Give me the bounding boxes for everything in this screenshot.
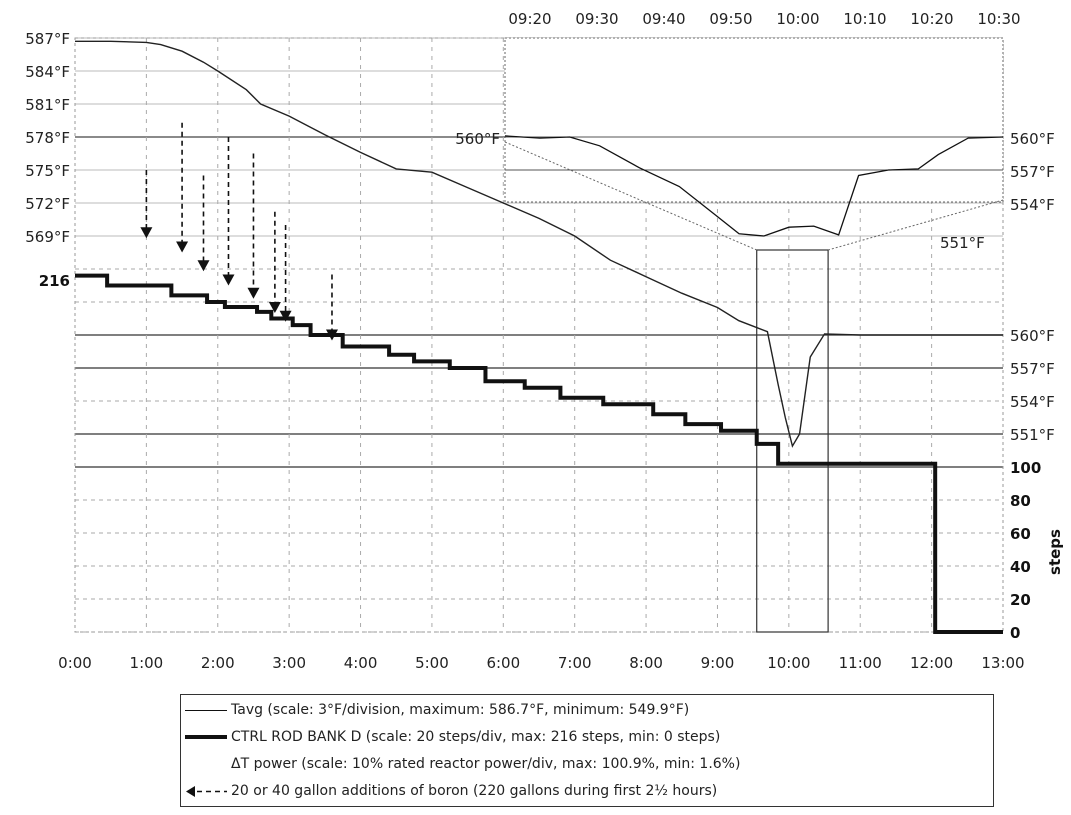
tavg-lower-tick-label: 551°F [1010,426,1055,444]
inset-time-label: 09:50 [709,10,752,28]
x-tick-label: 7:00 [558,654,592,672]
inset-frame [504,37,1004,203]
legend-dt-text: ΔT power (scale: 10% rated reactor power… [231,756,741,772]
boron-arrow-head [140,227,153,239]
inset-time-label: 10:10 [843,10,886,28]
inset-left-label: 560°F [455,130,500,148]
series-lines [75,40,1003,634]
steps-tick-label: 20 [1010,591,1031,609]
x-tick-label: 3:00 [272,654,306,672]
inset-time-label: 09:20 [508,10,551,28]
steps-tick-label: 100 [1010,459,1041,477]
inset-zoom [504,37,1004,633]
boron-arrow-head [268,302,281,313]
steps-tick-label: 0 [1010,624,1020,642]
legend-tavg-text: Tavg (scale: 3°F/division, maximum: 586.… [231,702,690,718]
inset-time-label: 09:30 [575,10,618,28]
x-tick-label: 6:00 [486,654,520,672]
tavg-tick-label: 578°F [25,129,70,147]
steps-tick-label: 80 [1010,492,1031,510]
axis-labels: 0:00 1:00 2:00 3:00 4:00 5:00 6:00 7:00 8:00 9:00… [25,10,1064,672]
x-tick-label: 1:00 [130,654,164,672]
tavg-tick-label: 572°F [25,195,70,213]
x-tick-label: 9:00 [701,654,735,672]
boron-arrow-head [222,274,235,286]
inset-right-label-554: 554°F [1010,196,1055,214]
rod-bank-line [75,273,1003,634]
boron-arrow-head [247,287,260,299]
steps-axis-title: steps [1046,529,1064,575]
zoom-connector-left [504,141,757,251]
tavg-swatch [185,710,227,711]
x-tick-label: 4:00 [344,654,378,672]
zoom-window [756,249,829,633]
steps-tick-label: 60 [1010,525,1031,543]
boron-arrow-head [279,310,292,322]
tavg-tick-label: 575°F [25,162,70,180]
tavg-tick-label: 587°F [25,30,70,48]
inset-bottom-label: 551°F [940,234,985,252]
x-tick-label: 8:00 [629,654,663,672]
rod-swatch [185,735,227,739]
tavg-lower-tick-label: 560°F [1010,327,1055,345]
inset-tavg-line [504,135,1004,237]
boron-arrow-head [176,241,189,253]
x-tick-label: 13:00 [981,654,1024,672]
tavg-tick-label: 581°F [25,96,70,114]
inset-right-label-557: 557°F [1010,163,1055,181]
tavg-tick-label: 584°F [25,63,70,81]
inset-time-label: 10:00 [776,10,819,28]
chart-canvas: 0:00 1:00 2:00 3:00 4:00 5:00 6:00 7:00 8:00 9:00… [25,10,1064,672]
tavg-lower-tick-label: 554°F [1010,393,1055,411]
boron-arrow-head [197,260,210,272]
boron-arrow-icon [186,786,227,797]
tavg-lower-tick-label: 557°F [1010,360,1055,378]
inset-time-label: 09:40 [642,10,685,28]
tavg-line [75,40,1003,448]
x-tick-label: 5:00 [415,654,449,672]
inset-right-label-560: 560°F [1010,130,1055,148]
legend-rod-text: CTRL ROD BANK D (scale: 20 steps/div, ma… [231,729,721,745]
inset-time-label: 10:30 [977,10,1020,28]
x-tick-label: 12:00 [910,654,953,672]
tavg-tick-label: 569°F [25,228,70,246]
x-tick-label: 2:00 [201,654,235,672]
x-tick-label: 10:00 [767,654,810,672]
legend-boron-text: 20 or 40 gallon additions of boron (220 … [231,783,718,799]
boron-arrow-head [325,329,338,341]
x-tick-label: 11:00 [839,654,882,672]
rod-start-label: 216 [39,272,70,290]
legend: Tavg (scale: 3°F/division, maximum: 586.… [180,694,994,807]
steps-tick-label: 40 [1010,558,1031,576]
x-tick-label: 0:00 [58,654,92,672]
inset-time-label: 10:20 [910,10,953,28]
boron-arrows [140,122,338,341]
